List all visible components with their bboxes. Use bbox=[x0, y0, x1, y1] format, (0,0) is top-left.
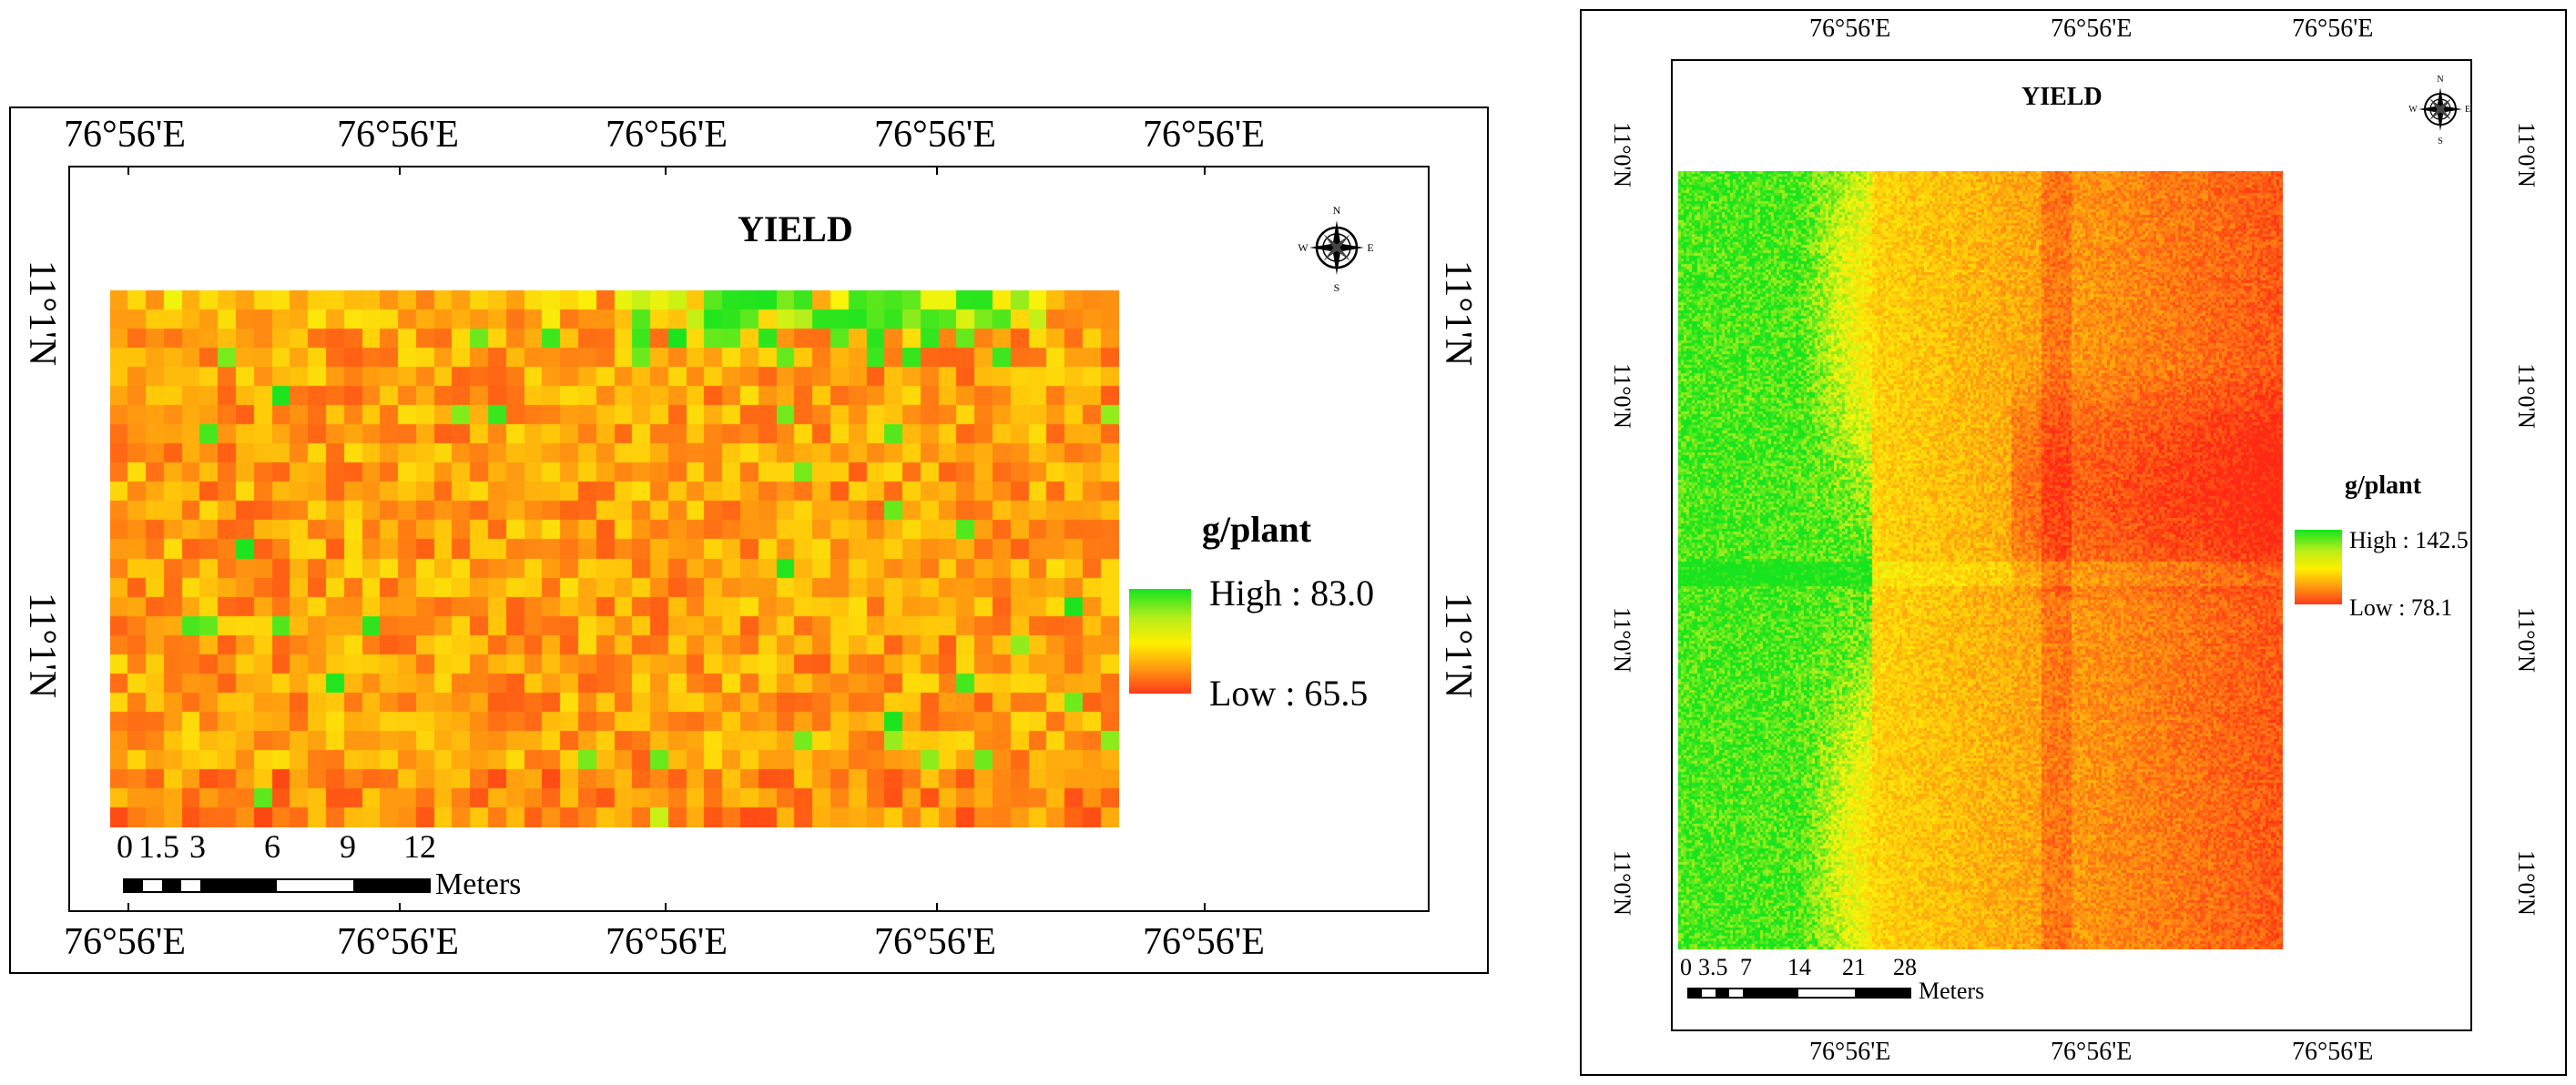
left-bottom-lon-label: 76°56'E bbox=[874, 921, 997, 963]
north-arrow-icon: N S E W bbox=[1298, 204, 1373, 294]
left-bottom-lon-label: 76°56'E bbox=[337, 921, 460, 963]
left-right-lat-label: 11°1'N bbox=[1437, 259, 1479, 367]
left-yield-raster bbox=[110, 290, 1119, 827]
right-left-lat-label: 11°0'N bbox=[1609, 363, 1635, 429]
right-map-title: YIELD bbox=[2021, 83, 2103, 111]
right-top-lon-label: 76°56'E bbox=[1809, 15, 1891, 43]
right-map-inner-frame bbox=[1671, 59, 2472, 1031]
left-right-lat-label: 11°1'N bbox=[1437, 592, 1479, 699]
left-scale-tick-label: 1.5 bbox=[138, 828, 179, 865]
svg-text:S: S bbox=[1334, 281, 1340, 294]
right-scale-unit: Meters bbox=[1919, 978, 1985, 1004]
right-left-lat-label: 11°0'N bbox=[1609, 850, 1635, 916]
tick-mark bbox=[665, 166, 667, 175]
tick-mark bbox=[127, 903, 129, 912]
right-bottom-lon-label: 76°56'E bbox=[2292, 1038, 2374, 1066]
left-top-lon-label: 76°56'E bbox=[337, 114, 460, 156]
left-map-panel: 76°56'E 76°56'E 76°56'E 76°56'E 76°56'E … bbox=[9, 106, 1489, 974]
right-right-lat-label: 11°0'N bbox=[2513, 850, 2540, 916]
left-map-title: YIELD bbox=[738, 208, 853, 249]
left-top-lon-label: 76°56'E bbox=[606, 114, 728, 156]
right-top-lon-label: 76°56'E bbox=[2292, 15, 2374, 43]
right-legend-color-ramp bbox=[2295, 530, 2342, 604]
right-scale-tick-label: 21 bbox=[1842, 954, 1866, 980]
left-legend-high-label: High : 83.0 bbox=[1209, 573, 1375, 613]
tick-mark bbox=[1204, 903, 1206, 912]
left-map-inner-frame bbox=[68, 166, 1430, 912]
left-bottom-lon-label: 76°56'E bbox=[64, 921, 187, 963]
svg-text:E: E bbox=[2465, 105, 2470, 115]
right-left-lat-label: 11°0'N bbox=[1609, 607, 1635, 673]
left-top-lon-label: 76°56'E bbox=[874, 114, 997, 156]
right-map-outer-frame bbox=[1580, 9, 2567, 1076]
left-scale-tick-label: 12 bbox=[403, 828, 436, 865]
svg-text:S: S bbox=[2438, 137, 2443, 147]
right-right-lat-label: 11°0'N bbox=[2513, 363, 2540, 429]
left-scale-tick-label: 6 bbox=[264, 828, 280, 865]
right-scale-bar bbox=[1687, 988, 1911, 999]
left-bottom-lon-label: 76°56'E bbox=[606, 921, 728, 963]
right-scale-tick-label: 28 bbox=[1893, 954, 1917, 980]
left-scale-tick-label: 3 bbox=[189, 828, 206, 865]
left-left-lat-label: 11°1'N bbox=[21, 259, 63, 367]
right-legend-unit: g/plant bbox=[2345, 472, 2422, 500]
left-legend-unit: g/plant bbox=[1202, 509, 1312, 550]
tick-mark bbox=[127, 166, 129, 175]
right-top-lon-label: 76°56'E bbox=[2051, 15, 2133, 43]
left-left-lat-label: 11°1'N bbox=[21, 592, 63, 699]
tick-mark bbox=[936, 903, 938, 912]
right-scale-tick-label: 0 bbox=[1680, 954, 1692, 980]
right-bottom-lon-label: 76°56'E bbox=[2051, 1038, 2133, 1066]
tick-mark bbox=[665, 903, 667, 912]
right-legend-high-label: High : 142.5 bbox=[2349, 527, 2469, 553]
north-arrow-icon: N S E W bbox=[2408, 75, 2470, 147]
right-scale-tick-label: 7 bbox=[1740, 954, 1752, 980]
svg-text:W: W bbox=[2408, 105, 2418, 115]
tick-mark bbox=[399, 903, 401, 912]
left-top-lon-label: 76°56'E bbox=[64, 114, 187, 156]
tick-mark bbox=[1204, 166, 1206, 175]
right-scale-tick-label: 3.5 bbox=[1698, 954, 1728, 980]
left-scale-bar bbox=[123, 878, 431, 893]
left-scale-tick-label: 0 bbox=[117, 828, 133, 865]
tick-mark bbox=[399, 166, 401, 175]
left-map-outer-frame bbox=[9, 106, 1489, 974]
right-map-panel: 76°56'E 76°56'E 76°56'E 76°56'E 76°56'E … bbox=[1580, 9, 2567, 1076]
right-bottom-lon-label: 76°56'E bbox=[1809, 1038, 1891, 1066]
left-legend-low-label: Low : 65.5 bbox=[1209, 673, 1369, 714]
left-scale-tick-label: 9 bbox=[340, 828, 356, 865]
right-right-lat-label: 11°0'N bbox=[2513, 122, 2540, 188]
svg-text:N: N bbox=[2437, 75, 2443, 85]
svg-text:W: W bbox=[1298, 241, 1308, 254]
left-scale-unit: Meters bbox=[435, 867, 522, 901]
right-right-lat-label: 11°0'N bbox=[2513, 607, 2540, 673]
right-scale-tick-label: 14 bbox=[1787, 954, 1811, 980]
left-legend-color-ramp bbox=[1129, 589, 1191, 694]
left-bottom-lon-label: 76°56'E bbox=[1143, 921, 1266, 963]
tick-mark bbox=[936, 166, 938, 175]
left-top-lon-label: 76°56'E bbox=[1143, 114, 1266, 156]
right-yield-raster bbox=[1678, 171, 2283, 949]
right-legend-low-label: Low : 78.1 bbox=[2349, 594, 2453, 621]
svg-text:E: E bbox=[1367, 241, 1373, 254]
right-left-lat-label: 11°0'N bbox=[1609, 122, 1635, 188]
svg-text:N: N bbox=[1333, 204, 1341, 217]
